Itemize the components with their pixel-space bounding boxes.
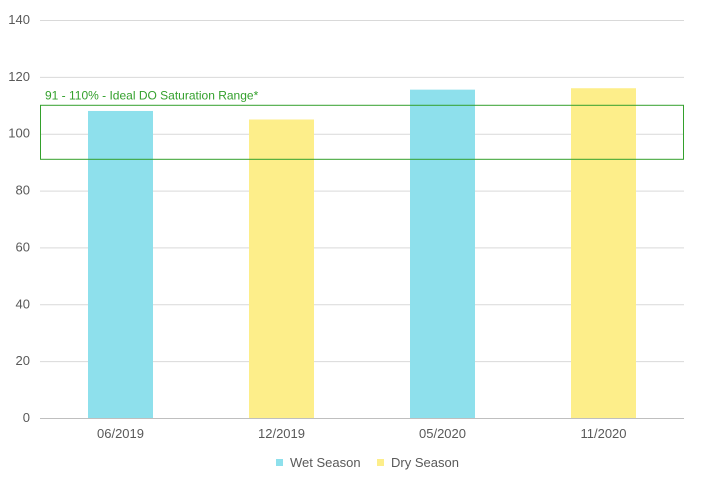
legend-label: Dry Season (391, 455, 459, 470)
legend-item: Wet Season (276, 455, 361, 470)
y-tick-label: 20 (16, 353, 30, 368)
legend-swatch (276, 459, 283, 466)
legend-item: Dry Season (377, 455, 459, 470)
y-axis: 0 20 40 60 80 100 120 140 (8, 12, 30, 425)
y-tick-label: 120 (8, 69, 30, 84)
y-tick-label: 0 (23, 410, 30, 425)
y-tick-label: 80 (16, 183, 30, 198)
y-tick-label: 40 (16, 296, 30, 311)
x-tick-label: 11/2020 (580, 426, 626, 441)
bar-05-2020 (410, 89, 475, 419)
ideal-range-label: 91 - 110% - Ideal DO Saturation Range* (45, 88, 259, 102)
ideal-range-annotation: 91 - 110% - Ideal DO Saturation Range* (40, 88, 684, 160)
bar-11-2020 (571, 88, 636, 418)
y-tick-label: 60 (16, 239, 30, 254)
y-tick-label: 140 (8, 12, 30, 27)
bars (88, 88, 636, 419)
x-axis: 06/2019 12/2019 05/2020 11/2020 (97, 426, 627, 441)
legend-swatch (377, 459, 384, 466)
legend: Wet Season Dry Season (276, 455, 459, 470)
bar-06-2019 (88, 110, 153, 418)
x-tick-label: 05/2020 (419, 426, 466, 441)
bar-12-2019 (249, 119, 314, 418)
x-tick-label: 12/2019 (258, 426, 305, 441)
ideal-range-box (40, 104, 684, 160)
legend-label: Wet Season (290, 455, 361, 470)
y-tick-label: 100 (8, 126, 30, 141)
x-tick-label: 06/2019 (97, 426, 144, 441)
